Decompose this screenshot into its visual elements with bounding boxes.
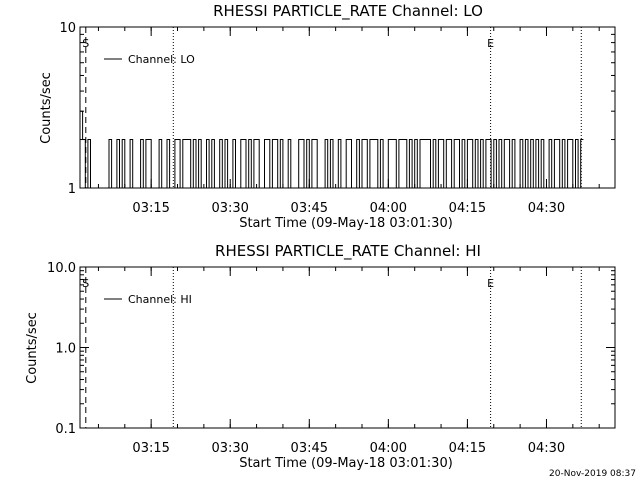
y-tick-label: 10 [59,21,76,36]
series-lo [80,110,584,189]
x-tick-label: 04:00 [370,201,407,216]
x-tick-label: 04:30 [528,441,565,456]
x-tick-label: 04:15 [449,201,486,216]
plot-frame-lo [79,26,616,189]
legend-label-hi: Channel: HI [128,293,192,306]
x-tick-label: 03:45 [291,441,328,456]
x-tick-label: 03:15 [132,441,169,456]
x-axis-label-hi: Start Time (09-May-18 03:01:30) [239,456,453,471]
x-tick-label: 03:45 [291,201,328,216]
footer-timestamp: 20-Nov-2019 08:37 [549,469,636,479]
panel-channel-lo: RHESSI PARTICLE_RATE Channel: LO 1 10 03:… [39,2,616,231]
series-line [80,110,584,189]
marker-label: S [82,277,89,290]
x-tick-label: 04:15 [449,441,486,456]
x-tick-label: 03:30 [211,201,248,216]
x-tick-label: 04:30 [528,201,565,216]
x-tick-label: 03:15 [132,201,169,216]
y-ticks-hi: 0.1 1.0 10.0 [47,261,615,437]
x-ticks-hi: 03:15 03:30 03:45 04:00 04:15 04:30 [97,267,600,456]
panel-channel-hi: RHESSI PARTICLE_RATE Channel: HI 0.1 1.0 1… [25,242,616,471]
x-axis-label-lo: Start Time (09-May-18 03:01:30) [239,216,453,231]
x-tick-label: 03:30 [211,441,248,456]
x-tick-label: 04:00 [370,441,407,456]
marker-label: S [82,37,89,50]
chart-title-hi: RHESSI PARTICLE_RATE Channel: HI [215,242,481,261]
y-tick-label: 10.0 [47,261,76,276]
y-axis-label-hi: Counts/sec [25,312,40,384]
chart-title-lo: RHESSI PARTICLE_RATE Channel: LO [213,2,483,21]
y-axis-label-lo: Counts/sec [39,72,54,144]
marker-label: E [487,37,494,50]
marker-label: E [487,277,494,290]
y-ticks-lo: 1 10 [59,21,615,197]
y-tick-label: 0.1 [55,422,76,437]
plot-frame-hi [79,266,616,429]
legend-label-lo: Channel: LO [128,53,195,66]
y-tick-label: 1 [68,182,76,197]
y-tick-label: 1.0 [55,342,76,357]
